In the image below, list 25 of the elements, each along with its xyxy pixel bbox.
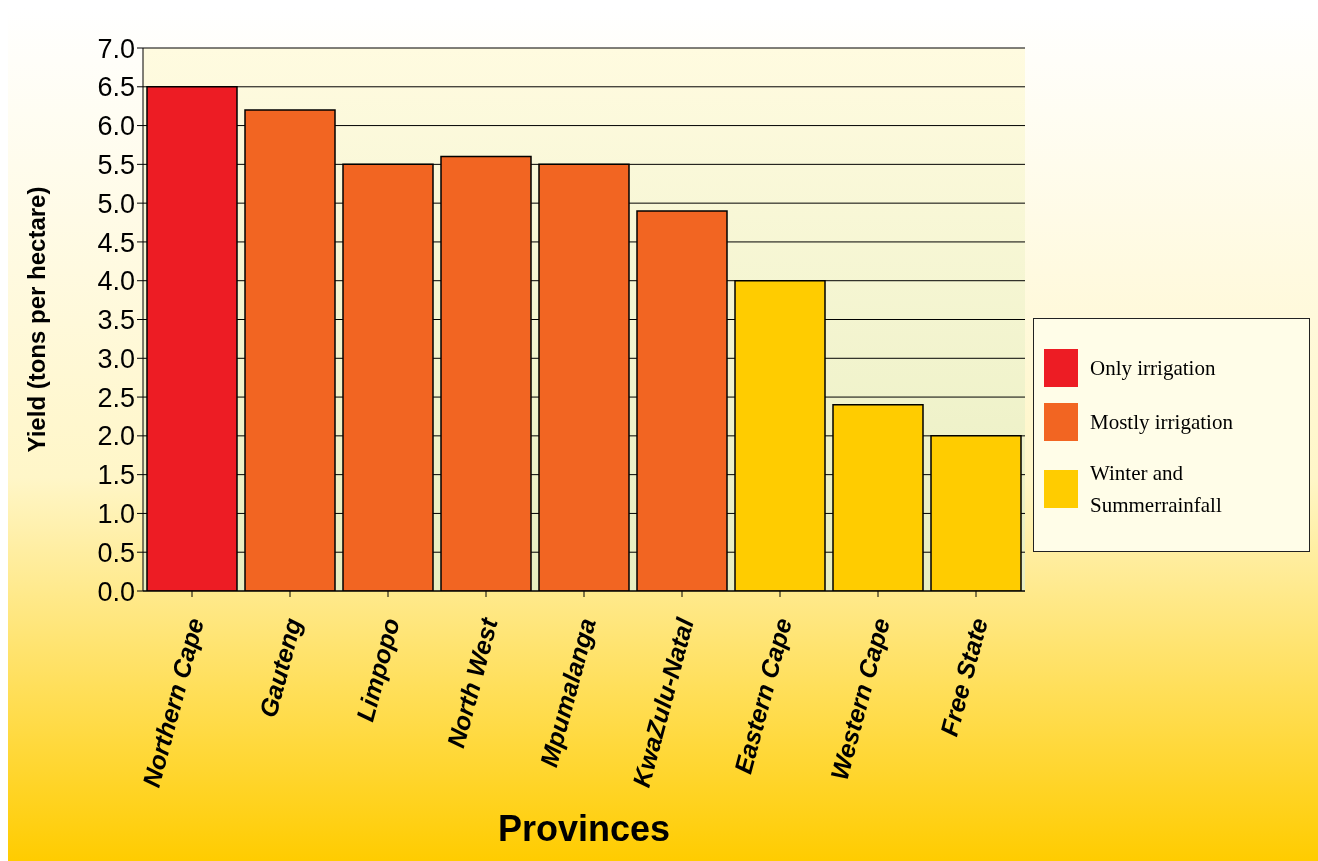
y-tick-label: 6.0 — [97, 111, 135, 142]
y-tick-label: 2.0 — [97, 421, 135, 452]
y-tick-label: 1.5 — [97, 460, 135, 491]
y-tick-label: 7.0 — [97, 33, 135, 64]
y-axis-title: Yield (tons per hectare) — [22, 186, 50, 453]
y-tick-label: 6.5 — [97, 72, 135, 103]
x-tick-label: Limpopo — [350, 615, 405, 725]
y-tick-label: 4.0 — [97, 266, 135, 297]
y-tick-label: 4.5 — [97, 227, 135, 258]
y-tick-label: 3.5 — [97, 305, 135, 336]
y-tick-label: 0.5 — [97, 537, 135, 568]
y-tick-label: 0.0 — [97, 576, 135, 607]
y-tick-label: 3.0 — [97, 343, 135, 374]
x-axis-title: Provinces — [497, 808, 671, 849]
x-tick-label: North West — [441, 613, 504, 751]
y-tick-label: 1.0 — [97, 499, 135, 530]
legend-label: Only irrigation — [1090, 354, 1216, 382]
x-tick-label: Eastern Cape — [728, 614, 797, 777]
y-tick-label: 5.5 — [97, 149, 135, 180]
legend-label: Winter and Summerrainfall — [1090, 459, 1223, 519]
x-tick-label: Western Cape — [824, 614, 895, 783]
y-tick-label: 5.0 — [97, 188, 135, 219]
text: Mostly irrigation — [1090, 408, 1233, 436]
y-tick-label: 2.5 — [97, 382, 135, 413]
x-tick-label: Free State — [934, 614, 993, 740]
